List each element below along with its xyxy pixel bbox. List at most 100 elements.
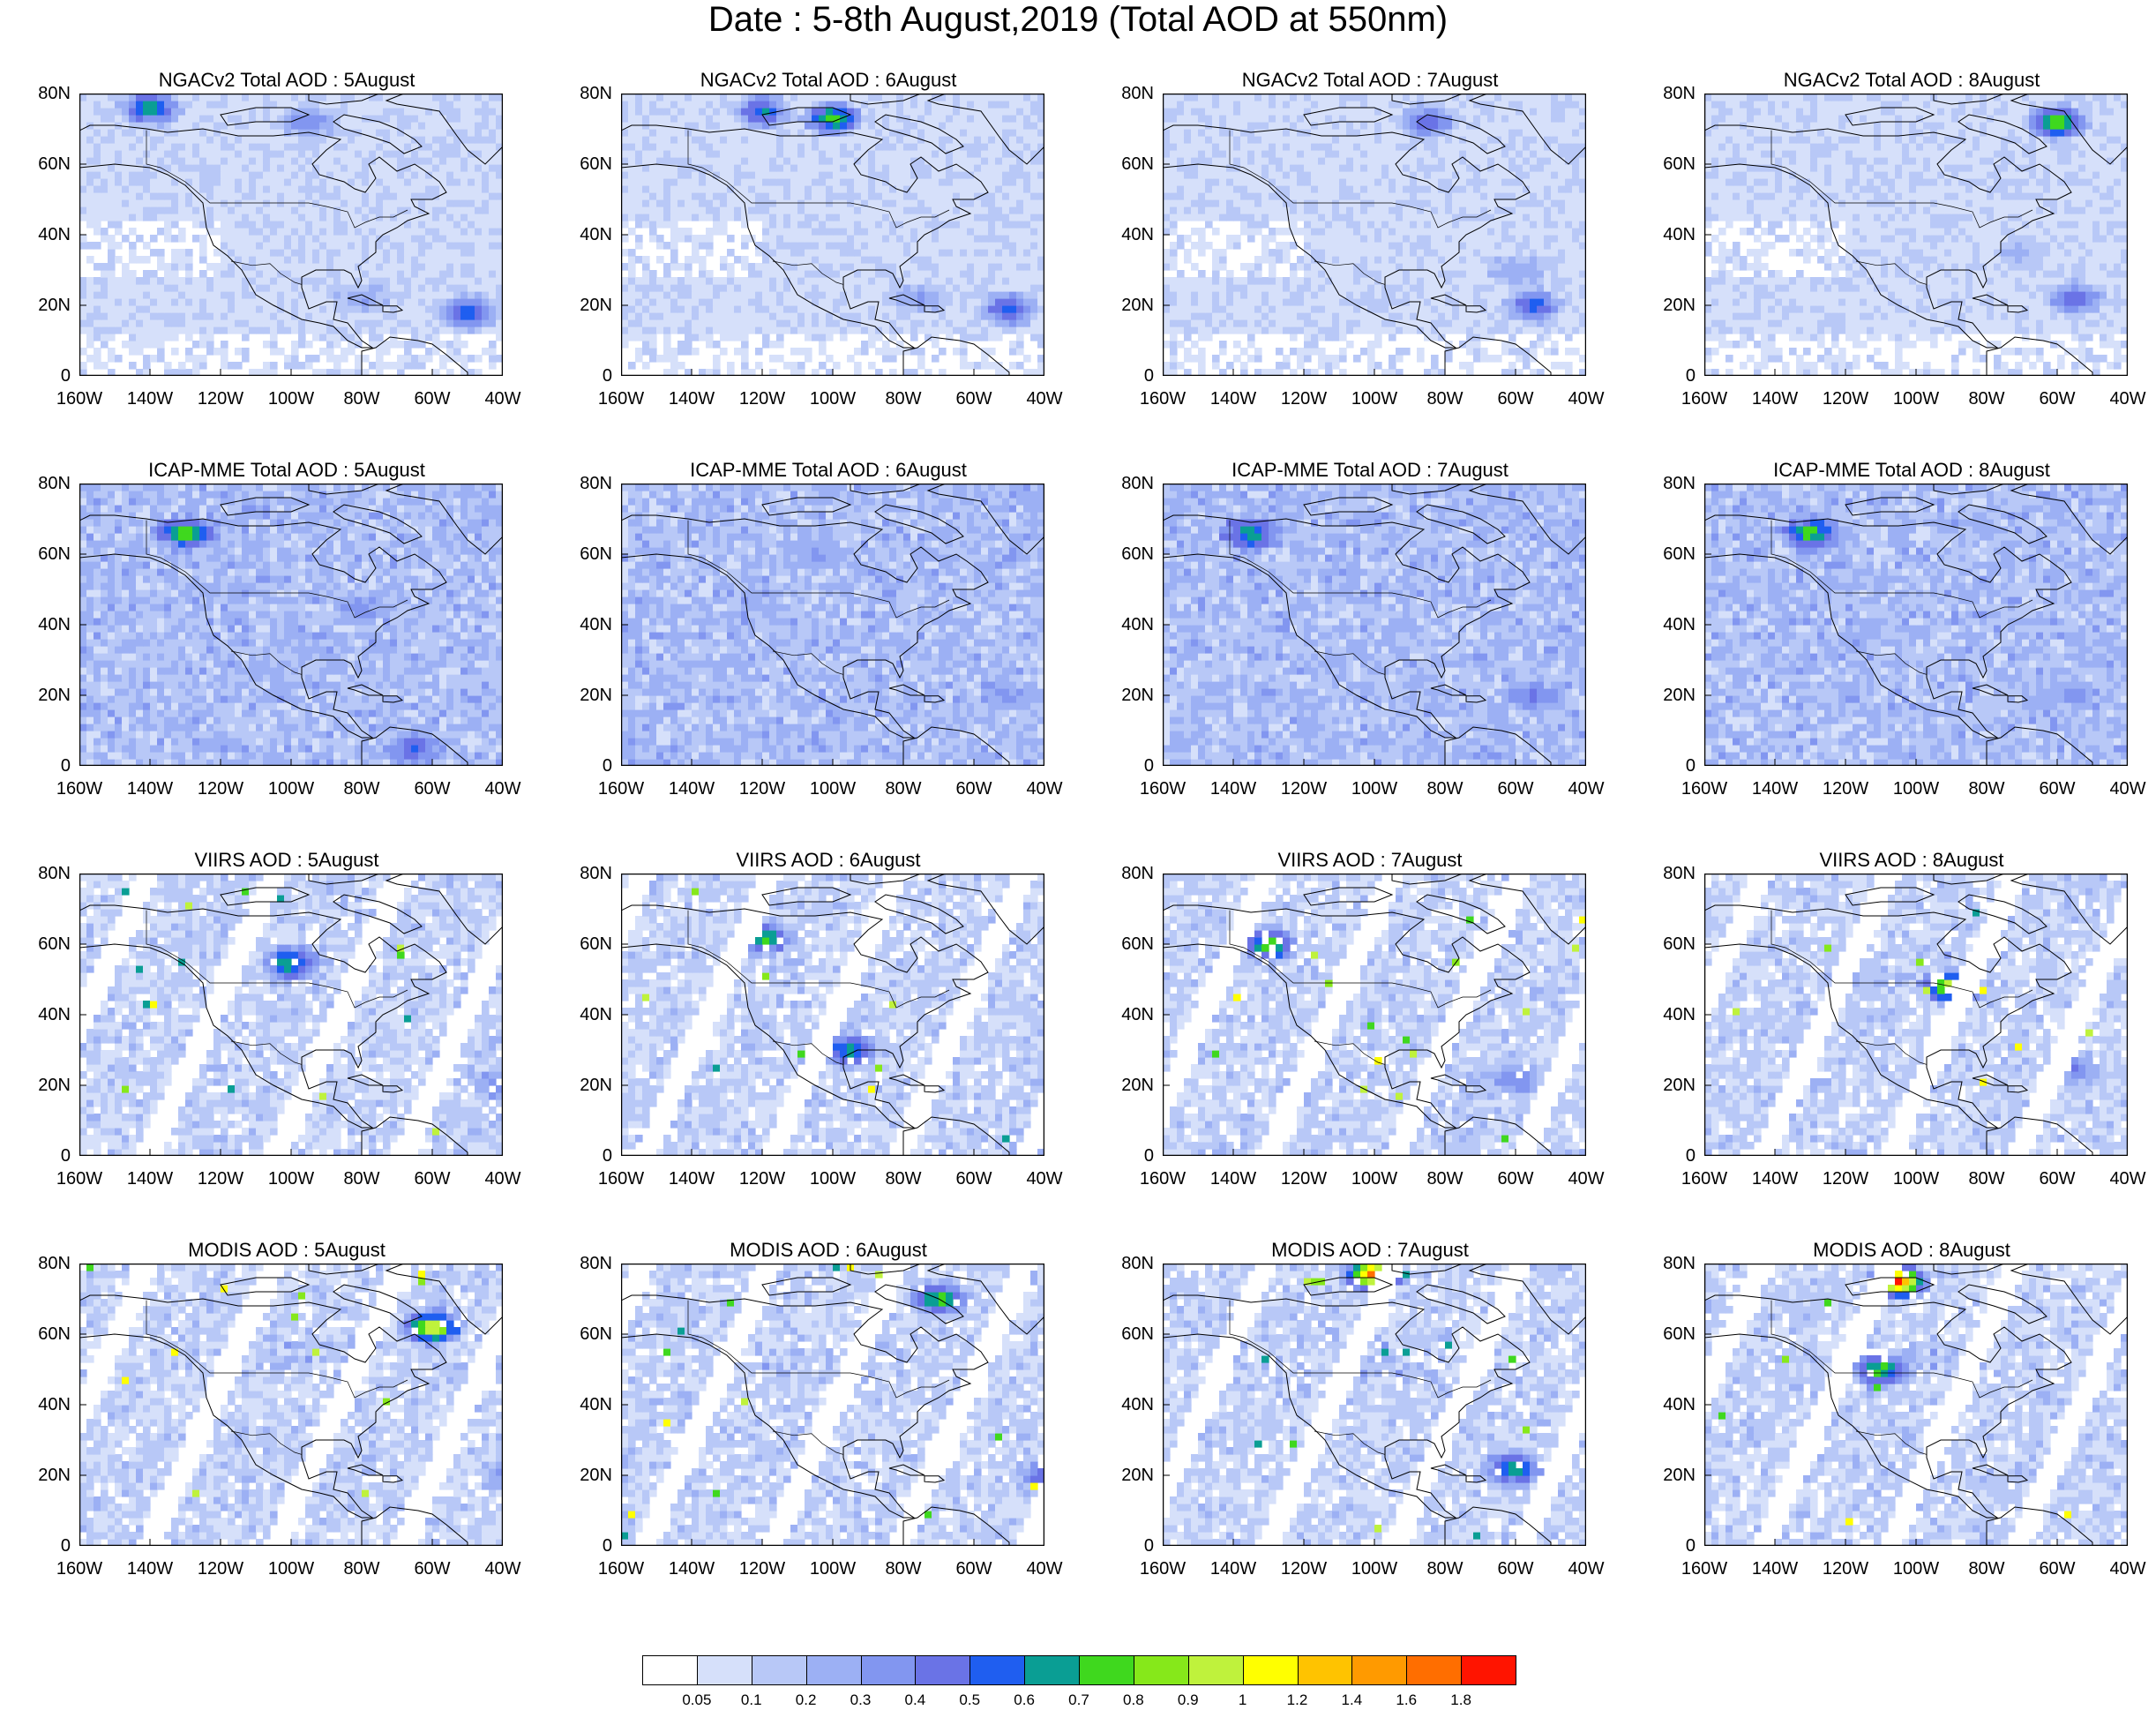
aod-cell: [1212, 298, 1220, 306]
aod-cell: [769, 94, 777, 101]
aod-cell: [1269, 312, 1276, 320]
aod-cell: [326, 235, 334, 243]
aod-cell: [685, 101, 692, 109]
aod-cell: [1558, 319, 1566, 327]
aod-cell: [249, 108, 257, 116]
aod-cell: [1269, 305, 1276, 313]
aod-cell: [383, 122, 391, 130]
aod-cell: [917, 362, 925, 370]
aod-cell: [1389, 362, 1396, 370]
aod-cell: [1501, 348, 1509, 356]
aod-cell: [840, 334, 848, 341]
aod-cell: [1009, 122, 1017, 130]
aod-cell: [889, 122, 897, 130]
aod-cell: [468, 291, 475, 299]
aod-cell: [235, 291, 243, 299]
aod-cell: [699, 334, 707, 341]
aod-cell: [776, 270, 784, 278]
aod-cell: [967, 136, 975, 144]
aod-cell: [932, 115, 940, 123]
aod-cell: [171, 214, 179, 221]
aod-cell: [185, 263, 193, 271]
aod-cell: [621, 150, 629, 158]
coastline: [850, 94, 922, 105]
aod-cell: [235, 192, 243, 200]
aod-cell: [228, 319, 236, 327]
aod-cell: [489, 129, 497, 137]
aod-cell: [383, 143, 391, 151]
aod-cell: [1163, 341, 1171, 349]
aod-cell: [903, 291, 911, 299]
aod-cell: [854, 94, 862, 101]
aod-cell: [270, 369, 278, 376]
aod-cell: [1325, 312, 1333, 320]
aod-cell: [404, 284, 412, 292]
aod-cell: [270, 256, 278, 264]
aod-cell: [1473, 348, 1481, 356]
aod-cell: [171, 235, 179, 243]
aod-cell: [783, 305, 791, 313]
aod-cell: [348, 185, 356, 193]
aod-cell: [833, 122, 841, 130]
aod-cell: [974, 122, 982, 130]
aod-cell: [635, 214, 643, 221]
aod-cell: [628, 256, 636, 264]
aod-cell: [86, 115, 94, 123]
aod-cell: [1466, 291, 1474, 299]
aod-cell: [489, 199, 497, 207]
aod-cell: [734, 284, 742, 292]
aod-cell: [889, 256, 897, 264]
aod-cell: [995, 143, 1003, 151]
aod-cell: [150, 171, 158, 179]
aod-cell: [1466, 334, 1474, 341]
aod-cell: [889, 108, 897, 116]
aod-cell: [875, 122, 883, 130]
aod-cell: [333, 242, 341, 250]
aod-cell: [1551, 341, 1559, 349]
aod-cell: [235, 164, 243, 172]
aod-cell: [960, 341, 968, 349]
aod-cell: [362, 115, 370, 123]
aod-cell: [369, 270, 377, 278]
aod-cell: [199, 298, 207, 306]
aod-cell: [854, 122, 862, 130]
aod-cell: [171, 206, 179, 214]
aod-cell: [847, 326, 855, 334]
aod-cell: [453, 242, 461, 250]
aod-cell: [397, 277, 405, 285]
aod-cell: [635, 178, 643, 186]
aod-cell: [1023, 277, 1031, 285]
aod-cell: [411, 326, 419, 334]
aod-cell: [425, 101, 433, 109]
aod-cell: [635, 157, 643, 165]
aod-cell: [256, 136, 264, 144]
aod-cell: [819, 235, 827, 243]
aod-grid-cells: [1163, 94, 1586, 376]
aod-cell: [621, 101, 629, 109]
aod-cell: [656, 312, 664, 320]
aod-cell: [960, 164, 968, 172]
aod-cell: [453, 263, 461, 271]
aod-cell: [242, 256, 250, 264]
aod-cell: [685, 256, 692, 264]
aod-cell: [460, 192, 468, 200]
aod-cell: [847, 284, 855, 292]
y-tick-label: 20N: [26, 296, 71, 314]
aod-cell: [460, 256, 468, 264]
aod-cell: [143, 115, 151, 123]
aod-cell: [228, 235, 236, 243]
aod-cell: [910, 277, 918, 285]
aod-cell: [1002, 157, 1010, 165]
aod-cell: [826, 122, 834, 130]
aod-cell: [960, 122, 968, 130]
aod-cell: [677, 206, 685, 214]
aod-cell: [783, 122, 791, 130]
aod-cell: [882, 319, 890, 327]
aod-cell: [475, 355, 483, 363]
aod-cell: [1283, 284, 1291, 292]
aod-cell: [312, 171, 320, 179]
aod-cell: [656, 192, 664, 200]
aod-cell: [1170, 348, 1178, 356]
aod-cell: [1466, 305, 1474, 313]
aod-cell: [946, 242, 954, 250]
